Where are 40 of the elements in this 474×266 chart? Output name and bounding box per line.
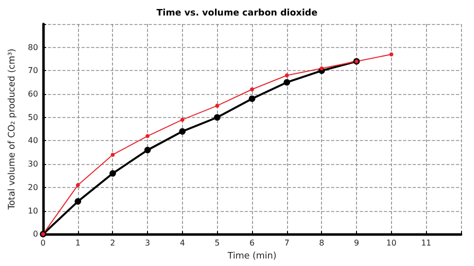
point xyxy=(389,52,394,56)
x-tick-label: 11 xyxy=(421,238,432,248)
point xyxy=(74,198,82,205)
x-tick-label: 10 xyxy=(386,238,396,248)
y-tick-label: 10 xyxy=(28,206,38,216)
x-tick-label: 5 xyxy=(214,238,220,248)
point xyxy=(284,73,289,78)
point xyxy=(284,79,290,86)
y-axis-title: Total volume of CO₂ produced (cm³) xyxy=(8,48,18,211)
x-axis-title: Time (min) xyxy=(226,252,276,262)
point xyxy=(248,95,256,102)
y-tick-label: 30 xyxy=(28,160,38,169)
point xyxy=(215,104,220,108)
y-tick-label: 0 xyxy=(32,230,38,239)
point xyxy=(320,66,324,70)
y-tick-label: 70 xyxy=(28,66,38,76)
point xyxy=(146,134,150,138)
y-tick-label: 50 xyxy=(28,112,38,122)
x-tick-label: 8 xyxy=(319,238,324,248)
y-tick-label: 60 xyxy=(28,90,38,99)
y-tick-label: 80 xyxy=(28,42,38,52)
x-tick-label: 0 xyxy=(40,238,46,248)
x-tick-label: 7 xyxy=(284,238,290,248)
x-tick-label: 1 xyxy=(75,238,80,248)
chart-title: Time vs. volume carbon dioxide xyxy=(156,8,318,18)
x-tick-label: 3 xyxy=(145,238,150,248)
y-tick-label: 40 xyxy=(28,136,38,146)
y-tick-label: 20 xyxy=(28,182,38,192)
point xyxy=(76,183,80,188)
point xyxy=(179,128,186,135)
point xyxy=(214,114,220,121)
x-tick-label: 9 xyxy=(354,238,360,248)
point xyxy=(110,152,115,157)
x-tick-label: 6 xyxy=(249,238,255,248)
point xyxy=(144,146,151,154)
point xyxy=(180,118,184,122)
point xyxy=(250,87,254,92)
x-tick-label: 2 xyxy=(110,238,116,248)
x-tick-label: 4 xyxy=(180,238,185,248)
point xyxy=(109,170,116,177)
